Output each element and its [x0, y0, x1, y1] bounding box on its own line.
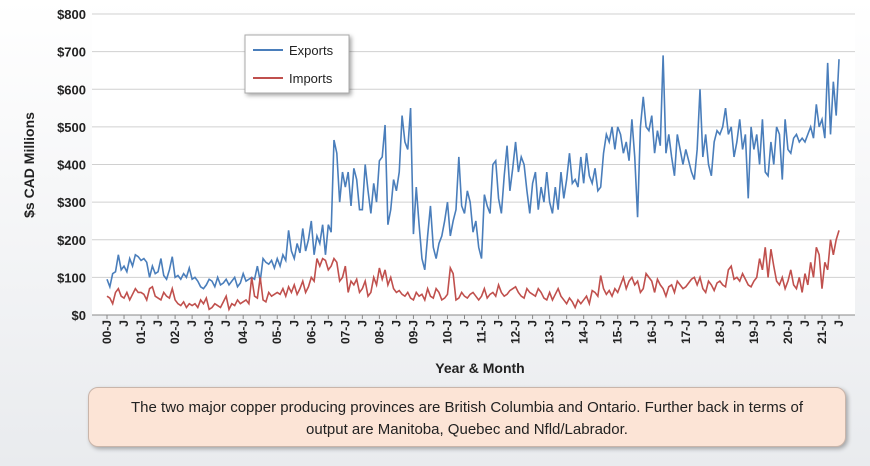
x-tick-label: J: [662, 320, 676, 327]
x-tick-label: J: [355, 320, 369, 327]
x-tick-label: 18-J: [713, 320, 727, 344]
x-tick-label: J: [628, 320, 642, 327]
x-tick-label: J: [185, 320, 199, 327]
x-tick-label: J: [219, 320, 233, 327]
x-tick-label: J: [117, 320, 131, 327]
x-tick-label: 15-J: [611, 320, 625, 344]
x-tick-label: 01-J: [134, 320, 148, 344]
x-tick-label: J: [151, 320, 165, 327]
y-tick-label: $600: [57, 82, 86, 97]
x-tick-label: J: [321, 320, 335, 327]
y-tick-label: $500: [57, 120, 86, 135]
x-tick-label: J: [560, 320, 574, 327]
x-tick-label: J: [730, 320, 744, 327]
x-tick-label: 00-J: [100, 320, 114, 344]
x-tick-label: J: [287, 320, 301, 327]
x-tick-label: 08-J: [372, 320, 386, 344]
x-tick-label: 13-J: [543, 320, 557, 344]
series-line: [106, 55, 840, 290]
x-tick-label: J: [458, 320, 472, 327]
x-tick-label: 09-J: [406, 320, 420, 344]
y-axis-label: $s CAD Millions: [21, 112, 37, 218]
x-tick-label: 12-J: [509, 320, 523, 344]
x-tick-label: 19-J: [747, 320, 761, 344]
x-tick-label: 21-J: [815, 320, 829, 344]
x-tick-label: J: [696, 320, 710, 327]
x-tick-label: J: [526, 320, 540, 327]
chart: $s CAD Millions Year & Month $0 $100 $200 $…: [21, 7, 855, 376]
y-tick-label: $400: [57, 158, 86, 173]
x-tick-label: 11-J: [475, 320, 489, 343]
legend-label: Imports: [289, 71, 333, 86]
y-tick-label: $200: [57, 233, 86, 248]
annotation: The two major copper producing provinces…: [88, 387, 846, 447]
x-tick-label: 06-J: [304, 320, 318, 344]
legend-box: [244, 34, 350, 94]
y-tick-label: $0: [72, 308, 86, 323]
x-tick-label: 17-J: [679, 320, 693, 344]
x-tick-label: 16-J: [645, 320, 659, 344]
x-tick-label: J: [389, 320, 403, 327]
x-tick-label: 10-J: [440, 320, 454, 344]
x-tick-label: 14-J: [577, 320, 591, 344]
x-tick-label: 03-J: [202, 320, 216, 344]
x-tick-label: 02-J: [168, 320, 182, 344]
x-tick-label: J: [423, 320, 437, 327]
y-tick-label: $700: [57, 45, 86, 60]
y-tick-label: $800: [57, 7, 86, 22]
x-tick-label: J: [492, 320, 506, 327]
legend-label: Exports: [289, 43, 334, 58]
y-tick-label: $100: [57, 270, 86, 285]
x-tick-label: J: [832, 320, 846, 327]
x-tick-label: 05-J: [270, 320, 284, 344]
x-tick-label: J: [594, 320, 608, 327]
series-line: [106, 230, 840, 312]
x-tick-label: J: [253, 320, 267, 327]
x-tick-label: 20-J: [781, 320, 795, 344]
x-tick-label: 07-J: [338, 320, 352, 344]
legend: Exports Imports: [244, 34, 350, 94]
y-tick-label: $300: [57, 195, 86, 210]
x-tick-label: 04-J: [236, 320, 250, 344]
x-tick-label: J: [798, 320, 812, 327]
x-tick-label: J: [764, 320, 778, 327]
x-axis-label: Year & Month: [435, 360, 524, 376]
